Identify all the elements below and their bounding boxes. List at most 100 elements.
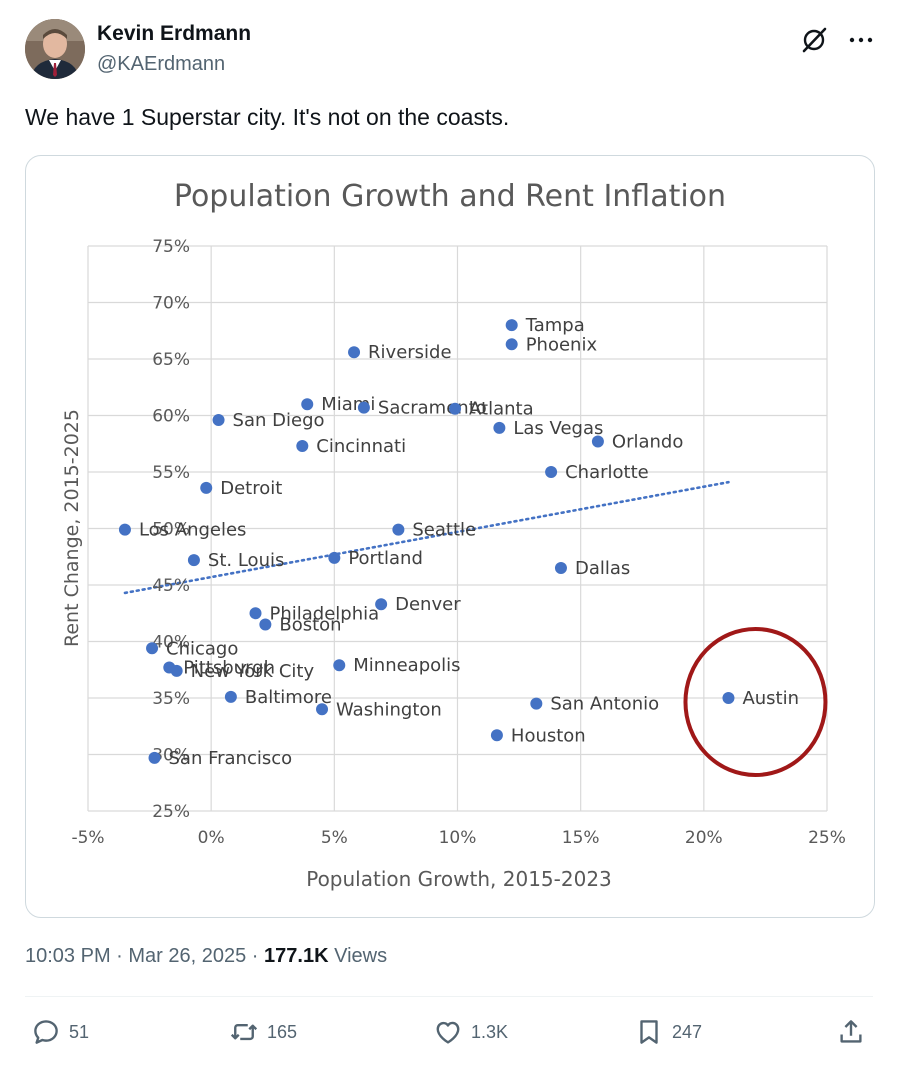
chart-trendline (123, 480, 730, 595)
avatar[interactable] (25, 19, 85, 79)
tweet-media-chart[interactable]: Population Growth and Rent Inflation -5%… (25, 155, 875, 918)
chart-point (224, 690, 237, 703)
x-tick-label: 25% (808, 828, 846, 848)
y-axis-label: Rent Change, 2015-2025 (61, 409, 83, 647)
grok-button[interactable] (800, 26, 828, 54)
chart-point (591, 435, 604, 448)
chart-point-label: Portland (348, 548, 423, 569)
scatter-chart: Population Growth and Rent Inflation -5%… (61, 179, 846, 891)
chart-point (545, 466, 558, 478)
repost-count: 165 (267, 1022, 298, 1042)
chart-point-label: San Antonio (550, 694, 659, 715)
highlight-circle (683, 627, 828, 777)
x-axis-ticks: -5% 0% 5% 10% 15% 20% 25% (71, 828, 845, 848)
x-axis-label: Population Growth, 2015-2023 (306, 867, 612, 891)
chart-grid (87, 245, 828, 812)
chart-point (148, 751, 161, 764)
bookmark-icon (640, 1020, 658, 1044)
chart-point (348, 346, 361, 359)
chart-point (187, 554, 200, 567)
y-tick-label: 40% (152, 633, 190, 653)
y-tick-label: 75% (152, 237, 190, 257)
chart-point-label: Chicago (166, 638, 238, 659)
chart-point-label: New York City (191, 661, 315, 682)
chart-point-label: Philadelphia (270, 603, 380, 624)
x-tick-label: 15% (562, 828, 600, 848)
x-tick-label: 10% (439, 828, 477, 848)
reply-icon (34, 1020, 58, 1044)
divider (25, 996, 873, 997)
chart-point (505, 319, 518, 332)
chart-point (493, 421, 506, 434)
author-name[interactable]: Kevin Erdmann (97, 22, 252, 45)
repost-button[interactable]: 165 (229, 1014, 297, 1050)
chart-point-label: Charlotte (565, 462, 649, 483)
x-tick-label: 20% (685, 828, 723, 848)
tweet-time[interactable]: 10:03 PM (25, 945, 111, 967)
tweet-text: We have 1 Superstar city. It's not on th… (25, 104, 510, 130)
chart-point-label: Cincinnati (316, 436, 406, 457)
chart-point-label: Boston (279, 615, 341, 636)
y-tick-label: 30% (152, 746, 190, 766)
y-axis-ticks: 25% 30% 35% 40% 45% 50% 55% 60% 65% 70% 75% (152, 237, 190, 822)
chart-point (333, 659, 346, 672)
chart-point-label: Austin (742, 688, 799, 709)
chart-point-label: St. Louis (208, 550, 284, 571)
chart-point (301, 398, 314, 411)
chart-point-label: Atlanta (469, 399, 534, 420)
grok-icon (802, 27, 827, 53)
like-button[interactable]: 1.3K (433, 1014, 508, 1050)
tweet-date[interactable]: Mar 26, 2025 (128, 945, 247, 967)
chart-point (505, 338, 518, 351)
chart-point (170, 664, 183, 677)
chart-point-label: San Diego (233, 410, 325, 431)
y-tick-label: 60% (152, 407, 190, 427)
chart-point-label: Sacramento (378, 398, 487, 419)
chart-point (449, 402, 462, 415)
meta-separator: · (110, 945, 129, 967)
chart-point-label: Minneapolis (353, 655, 460, 676)
chart-point (554, 562, 567, 575)
more-button[interactable] (846, 28, 876, 52)
y-tick-label: 35% (152, 689, 190, 709)
chart-point (118, 523, 131, 536)
bookmark-count: 247 (672, 1022, 703, 1042)
chart-point (259, 618, 272, 631)
chart-point (200, 481, 213, 494)
y-tick-label: 65% (152, 350, 190, 370)
chart-point (316, 703, 329, 716)
chart-point (296, 440, 309, 453)
bookmark-button[interactable]: 247 (634, 1014, 702, 1050)
chart-point-label: Houston (511, 725, 586, 746)
y-tick-label: 25% (152, 802, 190, 822)
chart-point (490, 729, 503, 742)
chart-point-label: Los Angeles (139, 520, 247, 541)
chart-point (722, 692, 735, 704)
chart-title: Population Growth and Rent Inflation (174, 179, 726, 214)
reply-button[interactable]: 51 (31, 1014, 89, 1050)
x-tick-label: 0% (198, 828, 225, 848)
tweet-meta: 10:03 PM · Mar 26, 2025 · 177.1K Views (25, 945, 387, 968)
meta-separator: · (246, 945, 265, 967)
chart-point (375, 598, 388, 611)
chart-point-label: Baltimore (245, 687, 332, 708)
chart-point (530, 697, 543, 710)
share-button[interactable] (836, 1014, 874, 1050)
chart-point (249, 607, 262, 620)
chart-point-label: Tampa (525, 315, 585, 336)
x-tick-label: 5% (321, 828, 348, 848)
views-count[interactable]: 177.1K (264, 945, 329, 967)
chart-point-label: Dallas (575, 558, 630, 579)
author-handle[interactable]: @KAErdmann (97, 53, 226, 75)
chart-point-label: San Francisco (169, 748, 293, 769)
y-tick-label: 45% (152, 576, 190, 596)
chart-point-label: Seattle (412, 520, 476, 541)
chart-point (392, 523, 405, 536)
views-label: Views (328, 945, 388, 967)
chart-point (357, 401, 370, 414)
chart-trendline-group (123, 480, 730, 595)
chart-point-label: Phoenix (526, 334, 598, 355)
chart-point (212, 414, 225, 427)
chart-point-label: Riverside (368, 342, 452, 363)
